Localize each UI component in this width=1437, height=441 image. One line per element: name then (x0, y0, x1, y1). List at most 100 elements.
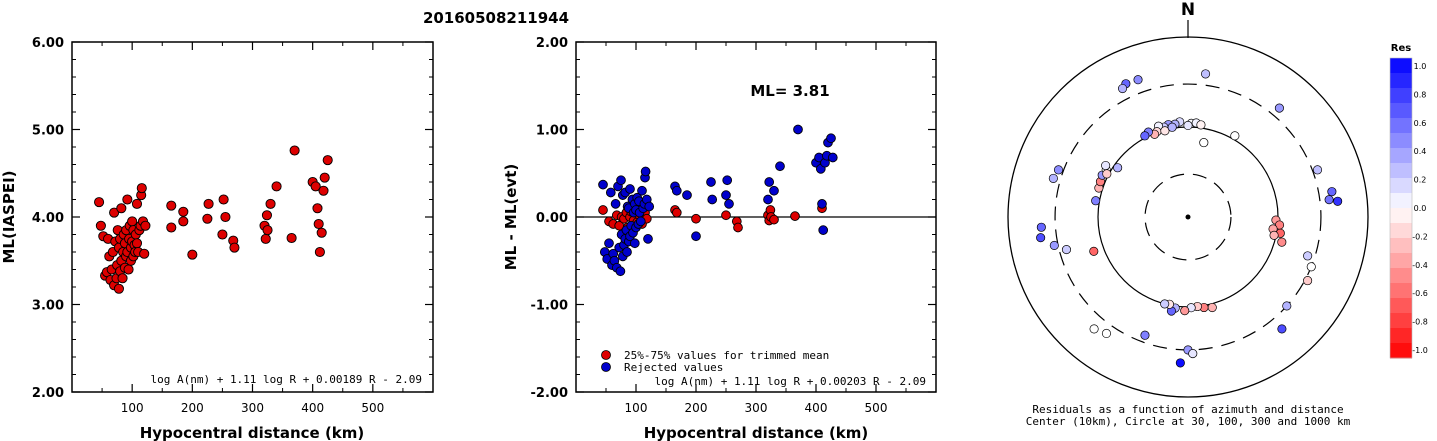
x-tick-label: 200 (685, 401, 708, 415)
data-point (202, 213, 213, 224)
station-point (1327, 187, 1337, 197)
data-point (793, 124, 803, 135)
station-point (1324, 195, 1334, 205)
colorbar-swatch (1390, 88, 1412, 104)
colorbar-swatch (1390, 103, 1412, 119)
colorbar-ticks: 1.0 0.8 0.6 0.4 0.2 0.0 -0.2 -0.4 -0.6 -0.8 -1.0 (1412, 62, 1428, 355)
colorbar-tick-label: -0.6 (1412, 289, 1428, 298)
colorbar-swatch (1390, 313, 1412, 329)
data-point (769, 185, 779, 196)
station-point (1306, 262, 1316, 272)
panel2-points (598, 124, 838, 277)
data-point (109, 207, 120, 218)
station-point (1230, 131, 1240, 141)
data-point (310, 181, 321, 192)
station-point (1167, 122, 1177, 132)
colorbar-tick-label: -0.2 (1412, 232, 1428, 241)
colorbar-tick-label: 0.2 (1414, 176, 1427, 185)
y-tick-label: 2.00 (32, 386, 64, 401)
polar-points (1036, 69, 1343, 368)
x-tick-label: 200 (181, 401, 204, 415)
data-point (671, 207, 682, 218)
ring-1000km (1007, 36, 1369, 398)
x-tick-label: 500 (361, 401, 384, 415)
data-point (166, 200, 177, 211)
station-point (1133, 75, 1143, 85)
station-point (1049, 240, 1059, 250)
station-point (1061, 245, 1072, 255)
colorbar-tick-label: -1.0 (1412, 346, 1428, 355)
colorbar-swatch (1390, 268, 1412, 284)
colorbar-swatch (1390, 253, 1412, 269)
x-tick-label: 100 (121, 401, 144, 415)
data-point (827, 152, 838, 163)
colorbar-swatch (1390, 298, 1412, 314)
data-point (312, 203, 323, 214)
data-point (826, 133, 836, 144)
data-point (319, 172, 330, 183)
colorbar-swatch (1390, 328, 1412, 344)
data-point (682, 190, 692, 200)
station-point (1160, 299, 1170, 309)
data-point (140, 220, 151, 231)
data-point (314, 246, 325, 258)
colorbar-swatch (1390, 283, 1412, 299)
data-point (136, 183, 147, 194)
x-tick-label: 500 (865, 401, 888, 415)
data-point (629, 238, 640, 249)
data-point (604, 238, 614, 249)
legend-marker-rejected (601, 362, 611, 372)
panel-ml-vs-distance: 100 200 300 400 500 2.00 3.00 4.00 5.00 6.00 Hypo… (0, 36, 434, 441)
station-point (1089, 246, 1099, 256)
station-point (1183, 120, 1193, 131)
data-point (271, 181, 282, 192)
station-point (1091, 196, 1101, 206)
colorbar-swatch (1390, 208, 1412, 224)
panel2-legend: 25%-75% values for trimmed mean Rejected… (601, 349, 829, 374)
data-point (261, 210, 272, 221)
data-point (313, 218, 324, 230)
data-point (139, 248, 150, 259)
north-label: N (1181, 0, 1195, 20)
data-point (637, 185, 647, 196)
x-tick-label: 300 (745, 401, 768, 415)
data-point (605, 187, 616, 198)
data-point (643, 234, 653, 244)
data-point (769, 214, 779, 225)
data-point (286, 232, 297, 244)
data-point (122, 194, 133, 205)
colorbar-swatch (1390, 223, 1412, 239)
y-tick-label: 4.00 (32, 211, 64, 226)
colorbar-swatch (1390, 133, 1412, 149)
colorbar-tick-label: -0.4 (1412, 261, 1428, 270)
data-point (691, 213, 701, 224)
station-point (1140, 131, 1150, 141)
polar-rings (1007, 36, 1369, 398)
station-point (1303, 276, 1313, 286)
station-point (1333, 196, 1343, 206)
colorbar-tick-label: 0.8 (1414, 90, 1427, 99)
data-point (691, 231, 701, 242)
data-point (289, 145, 300, 156)
data-point (721, 190, 731, 200)
data-point (622, 247, 632, 257)
data-point (635, 216, 646, 227)
panel-polar-residuals: N Residuals as a function of azimuth and… (1007, 0, 1369, 428)
data-point (707, 194, 718, 205)
station-point (1175, 358, 1185, 368)
data-point (706, 177, 716, 187)
data-point (166, 222, 177, 233)
data-point (187, 249, 198, 260)
data-point (265, 198, 276, 209)
y-tick-label: 0.00 (536, 211, 568, 226)
colorbar-swatch (1390, 343, 1412, 359)
panel1-points (94, 145, 333, 294)
data-point (610, 199, 621, 209)
data-point (790, 211, 800, 221)
legend-marker-trimmed (601, 350, 611, 360)
station-point (1207, 302, 1217, 313)
x-tick-label: 100 (625, 401, 648, 415)
station-point (1282, 301, 1292, 311)
colorbar-tick-label: 0.4 (1414, 147, 1427, 156)
